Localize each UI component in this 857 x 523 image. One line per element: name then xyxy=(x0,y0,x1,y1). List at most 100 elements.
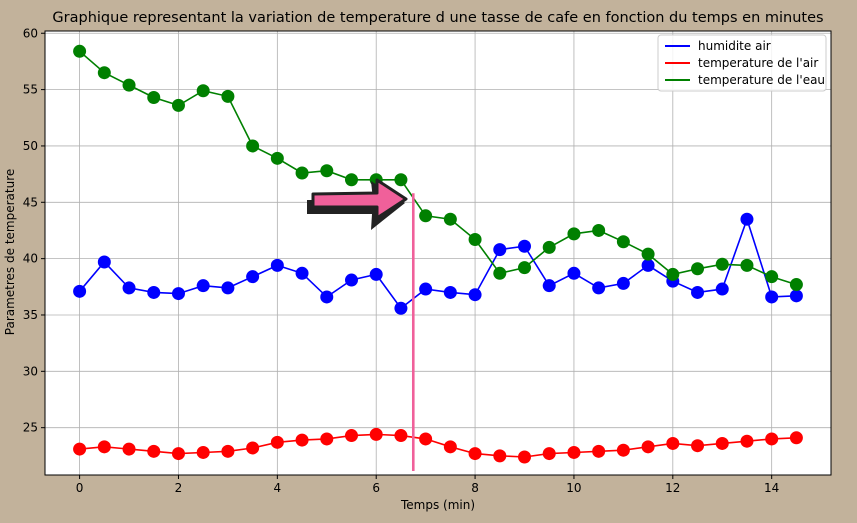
y-tick-label: 30 xyxy=(23,364,38,378)
data-point xyxy=(147,90,161,104)
x-tick-label: 10 xyxy=(566,481,581,495)
data-point xyxy=(567,227,581,241)
plot-frame xyxy=(44,30,832,476)
data-point xyxy=(246,270,260,284)
data-point xyxy=(270,258,284,272)
legend-label: temperature de l'air xyxy=(698,56,818,70)
data-point xyxy=(740,212,754,226)
data-point xyxy=(641,258,655,272)
data-point xyxy=(567,266,581,280)
data-point xyxy=(542,240,556,254)
data-point xyxy=(542,279,556,293)
x-tick-label: 12 xyxy=(665,481,680,495)
data-point xyxy=(493,266,507,280)
data-point xyxy=(97,66,111,80)
data-point xyxy=(221,89,235,103)
data-point xyxy=(270,435,284,449)
data-point xyxy=(344,273,358,287)
data-point xyxy=(196,84,210,98)
data-point xyxy=(567,445,581,459)
x-tick-label: 14 xyxy=(764,481,779,495)
data-point xyxy=(369,427,383,441)
data-point xyxy=(97,440,111,454)
legend-box xyxy=(657,34,827,92)
data-point xyxy=(320,164,334,178)
data-point xyxy=(518,261,532,275)
data-point xyxy=(715,436,729,450)
x-axis-label: Temps (min) xyxy=(400,498,475,512)
data-point xyxy=(493,449,507,463)
chart-title: Graphique representant la variation de t… xyxy=(52,10,823,26)
data-point xyxy=(789,289,803,303)
y-axis-label: Parametres de temperature xyxy=(3,169,17,335)
data-point xyxy=(295,166,309,180)
data-point xyxy=(394,173,408,187)
data-point xyxy=(715,257,729,271)
data-point xyxy=(320,290,334,304)
data-point xyxy=(122,442,136,456)
data-point xyxy=(221,281,235,295)
data-point xyxy=(765,270,779,284)
data-point xyxy=(740,434,754,448)
x-tick-label: 0 xyxy=(76,481,84,495)
data-point xyxy=(246,139,260,153)
data-point xyxy=(295,433,309,447)
data-point xyxy=(789,431,803,445)
data-point xyxy=(221,444,235,458)
data-point xyxy=(73,442,87,456)
data-point xyxy=(468,232,482,246)
y-tick-label: 35 xyxy=(23,308,38,322)
data-point xyxy=(344,429,358,443)
data-point xyxy=(97,255,111,269)
data-point xyxy=(691,285,705,299)
data-point xyxy=(344,173,358,187)
x-tick-label: 4 xyxy=(274,481,282,495)
data-point xyxy=(419,282,433,296)
data-point xyxy=(616,235,630,249)
data-point xyxy=(740,258,754,272)
data-point xyxy=(73,284,87,298)
data-point xyxy=(443,212,457,226)
data-point xyxy=(691,262,705,276)
x-tick-label: 6 xyxy=(372,481,380,495)
data-point xyxy=(320,432,334,446)
data-point xyxy=(641,247,655,261)
data-point xyxy=(443,285,457,299)
data-point xyxy=(147,285,161,299)
y-tick-label: 45 xyxy=(23,195,38,209)
x-tick-label: 2 xyxy=(175,481,183,495)
data-point xyxy=(171,447,185,461)
data-point xyxy=(691,439,705,453)
legend-label: temperature de l'eau xyxy=(698,73,825,87)
data-point xyxy=(468,447,482,461)
data-point xyxy=(666,436,680,450)
annotation-arrow xyxy=(311,178,408,220)
y-tick-label: 55 xyxy=(23,83,38,97)
data-point xyxy=(641,440,655,454)
data-point xyxy=(196,279,210,293)
data-point xyxy=(765,290,779,304)
x-tick-label: 8 xyxy=(471,481,479,495)
y-tick-label: 60 xyxy=(23,26,38,40)
data-point xyxy=(616,276,630,290)
data-point xyxy=(270,151,284,165)
data-point xyxy=(468,288,482,302)
data-point xyxy=(394,429,408,443)
data-point xyxy=(616,443,630,457)
data-point xyxy=(171,287,185,301)
data-point xyxy=(147,444,161,458)
data-point xyxy=(715,282,729,296)
plot-background xyxy=(45,31,831,475)
legend-label: humidite air xyxy=(698,39,771,53)
data-point xyxy=(592,223,606,237)
y-tick-label: 50 xyxy=(23,139,38,153)
data-point xyxy=(171,98,185,112)
data-point xyxy=(122,78,136,92)
data-point xyxy=(295,266,309,280)
plot-area: 0 2 4 6 8 10 12 14 25 30 35 40 45 50 55 60 humidite air t… xyxy=(23,26,832,495)
data-point xyxy=(419,432,433,446)
data-point xyxy=(246,441,260,455)
data-point xyxy=(789,278,803,292)
